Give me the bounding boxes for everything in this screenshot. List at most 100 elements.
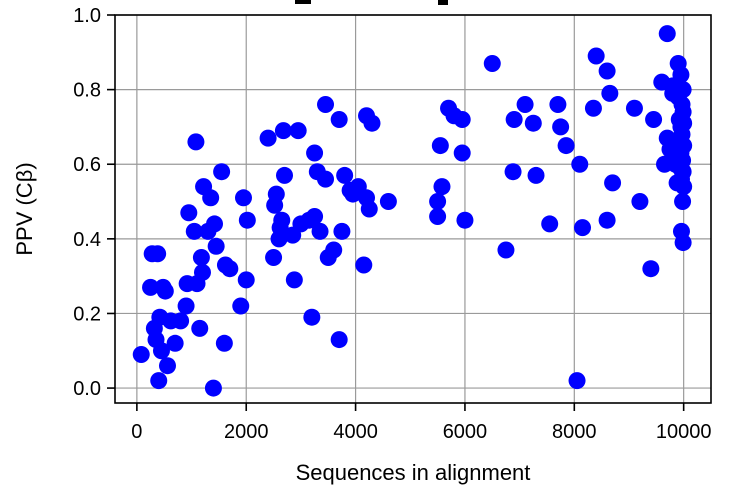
data-point [456, 211, 474, 229]
data-point [289, 122, 307, 140]
data-point [355, 256, 373, 274]
y-tick-label: 0.0 [73, 378, 101, 400]
data-point [237, 271, 255, 289]
data-point [675, 178, 693, 196]
data-point [330, 331, 348, 349]
data-point [674, 81, 692, 99]
data-point [433, 178, 451, 196]
data-point [204, 379, 222, 397]
data-point [516, 96, 534, 114]
data-point [306, 144, 324, 162]
data-point [206, 215, 224, 233]
data-point [192, 249, 210, 266]
data-point [574, 219, 592, 237]
data-points [132, 25, 693, 397]
data-point [156, 282, 174, 300]
data-point [631, 193, 649, 211]
data-point [185, 222, 203, 240]
data-point [274, 122, 292, 140]
data-point [552, 118, 570, 136]
y-tick-label: 0.8 [73, 80, 101, 102]
data-point [202, 189, 220, 207]
data-point [601, 84, 619, 102]
data-point [330, 110, 348, 128]
data-point [675, 114, 693, 132]
data-point [142, 278, 160, 296]
data-point [587, 47, 605, 65]
data-point [541, 215, 559, 233]
data-point [325, 241, 343, 259]
data-point [177, 297, 195, 315]
data-point [453, 110, 471, 128]
data-point [483, 55, 501, 72]
data-point [276, 166, 294, 184]
data-point [132, 346, 150, 363]
x-tick-label: 10000 [656, 421, 712, 443]
data-point [557, 137, 575, 155]
plot-frame [114, 14, 712, 404]
data-point [672, 66, 690, 84]
x-tick-label: 2000 [224, 421, 269, 443]
data-point [524, 114, 542, 132]
data-point [571, 155, 589, 173]
data-point [675, 137, 693, 155]
axis-ticks: 0 2000 4000 6000 8000 10000 0.0 0.2 0.4 0.6 0.8 1.0 [73, 5, 711, 443]
data-point [336, 166, 354, 184]
x-tick-label: 4000 [333, 421, 378, 443]
data-point [193, 263, 211, 281]
data-point [232, 297, 250, 315]
data-point [317, 170, 335, 188]
data-point [604, 174, 622, 192]
data-point [658, 25, 676, 43]
data-point [598, 211, 616, 229]
data-point [317, 96, 335, 114]
data-point [213, 163, 231, 181]
x-tick-label: 0 [131, 421, 142, 443]
data-point [306, 207, 324, 225]
x-axis-label: Sequences in alignment [296, 460, 531, 485]
data-point [584, 99, 602, 117]
data-point [150, 372, 168, 390]
data-point [207, 237, 225, 255]
data-point [429, 193, 447, 211]
data-point [267, 185, 285, 203]
data-point [172, 312, 190, 330]
data-point [645, 110, 663, 128]
data-point [568, 372, 586, 390]
data-point [674, 234, 692, 252]
data-point [674, 163, 692, 181]
data-point [363, 114, 381, 132]
data-point [429, 207, 447, 225]
data-point [187, 133, 205, 151]
y-tick-label: 0.6 [73, 154, 101, 176]
chart-title-cut [295, 0, 448, 5]
data-point [152, 342, 170, 360]
data-point [505, 110, 523, 128]
data-point [180, 204, 198, 222]
data-point [598, 62, 616, 80]
data-point [303, 308, 321, 326]
data-point [360, 200, 378, 218]
data-point [527, 166, 545, 184]
grid-lines [115, 14, 711, 403]
data-point [166, 334, 184, 352]
data-point [285, 271, 303, 289]
y-tick-label: 1.0 [73, 5, 101, 27]
data-point [215, 334, 233, 352]
data-point [674, 193, 692, 211]
y-axis-label: PPV (Cβ) [12, 162, 37, 255]
y-tick-label: 0.4 [73, 229, 101, 251]
data-point [642, 260, 660, 278]
data-point [234, 189, 252, 207]
x-tick-label: 8000 [552, 421, 597, 443]
data-point [431, 137, 449, 155]
data-point [238, 211, 256, 229]
data-point [273, 211, 291, 229]
data-point [265, 249, 283, 266]
data-point [149, 245, 167, 263]
data-point [504, 163, 522, 181]
data-point [158, 357, 176, 375]
data-point [311, 222, 329, 240]
